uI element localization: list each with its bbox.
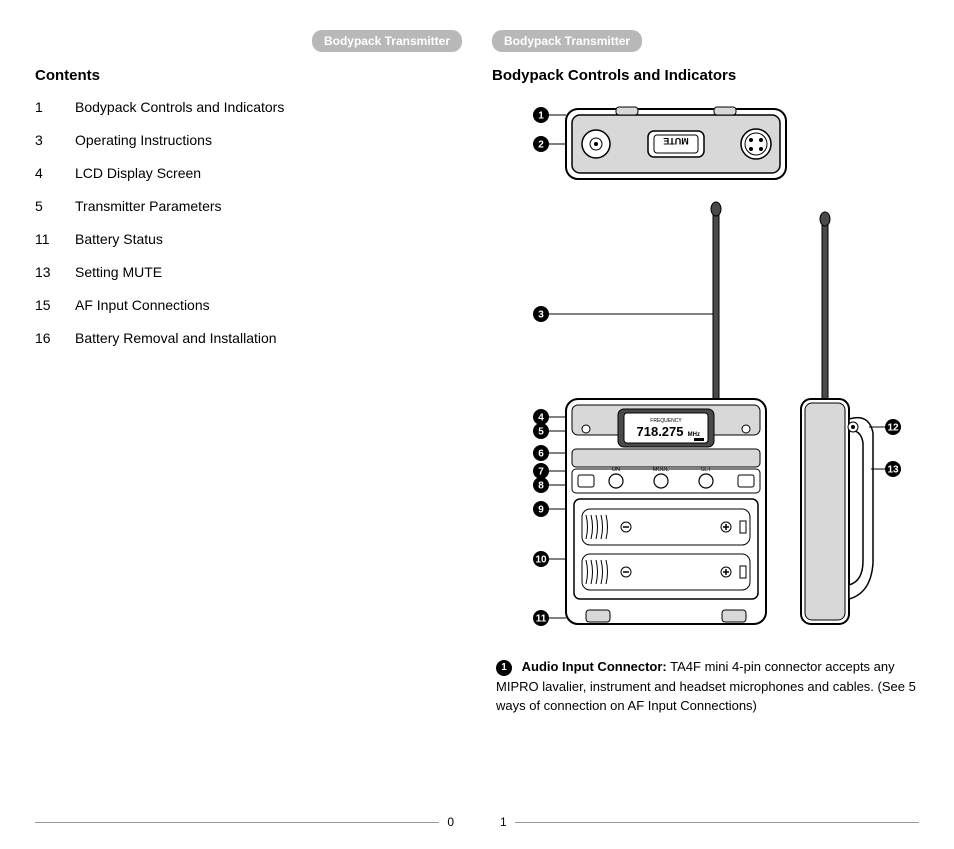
- description-title: Audio Input Connector:: [522, 659, 667, 674]
- toc-page-num: 13: [35, 264, 75, 280]
- toc-page-num: 3: [35, 132, 75, 148]
- toc-row: 1 Bodypack Controls and Indicators: [35, 99, 462, 115]
- toc-page-num: 1: [35, 99, 75, 115]
- toc-row: 4 LCD Display Screen: [35, 165, 462, 181]
- toc-page-num: 11: [35, 231, 75, 247]
- toc-title: Battery Removal and Installation: [75, 330, 462, 346]
- svg-text:1: 1: [538, 111, 544, 122]
- toc-row: 5 Transmitter Parameters: [35, 198, 462, 214]
- toc-page-num: 15: [35, 297, 75, 313]
- footer-left: 0: [35, 815, 462, 829]
- toc-title: LCD Display Screen: [75, 165, 462, 181]
- toc-title: Setting MUTE: [75, 264, 462, 280]
- svg-text:SET: SET: [700, 467, 711, 473]
- toc-row: 15 AF Input Connections: [35, 297, 462, 313]
- toc-page-num: 5: [35, 198, 75, 214]
- table-of-contents: 1 Bodypack Controls and Indicators 3 Ope…: [35, 99, 462, 363]
- svg-text:2: 2: [538, 140, 544, 151]
- svg-text:718.275: 718.275: [636, 424, 683, 439]
- svg-text:9: 9: [538, 505, 544, 516]
- svg-text:MUTE: MUTE: [663, 136, 689, 146]
- svg-text:11: 11: [535, 614, 546, 625]
- callout-number-icon: 1: [496, 660, 512, 676]
- svg-text:5: 5: [538, 427, 544, 438]
- svg-text:4: 4: [538, 413, 544, 424]
- description-item: 1 Audio Input Connector: TA4F mini 4-pin…: [492, 657, 919, 716]
- toc-row: 3 Operating Instructions: [35, 132, 462, 148]
- page-number-right: 1: [492, 815, 515, 829]
- svg-text:13: 13: [887, 465, 899, 476]
- svg-text:8: 8: [538, 481, 544, 492]
- svg-text:6: 6: [538, 449, 544, 460]
- contents-heading: Contents: [35, 67, 462, 84]
- bodypack-diagram-svg: MUTE12FREQUENCY718.275MHzONMODESET345678…: [501, 99, 911, 639]
- toc-page-num: 4: [35, 165, 75, 181]
- header-bar-left: Bodypack Transmitter: [312, 30, 462, 52]
- footer-right: 1: [492, 815, 919, 829]
- toc-title: Battery Status: [75, 231, 462, 247]
- toc-row: 13 Setting MUTE: [35, 264, 462, 280]
- svg-text:3: 3: [538, 310, 544, 321]
- bodypack-diagram: MUTE12FREQUENCY718.275MHzONMODESET345678…: [492, 99, 919, 639]
- toc-page-num: 16: [35, 330, 75, 346]
- toc-title: Bodypack Controls and Indicators: [75, 99, 462, 115]
- page-right: Bodypack Transmitter Bodypack Controls a…: [477, 30, 934, 829]
- toc-title: Operating Instructions: [75, 132, 462, 148]
- svg-text:12: 12: [887, 423, 899, 434]
- svg-text:MHz: MHz: [687, 432, 699, 438]
- svg-text:10: 10: [535, 555, 547, 566]
- page-left: Bodypack Transmitter Contents 1 Bodypack…: [20, 30, 477, 829]
- toc-title: Transmitter Parameters: [75, 198, 462, 214]
- header-bar-right: Bodypack Transmitter: [492, 30, 642, 52]
- page-number-left: 0: [439, 815, 462, 829]
- footer-rule: [35, 822, 439, 823]
- svg-text:MODE: MODE: [652, 467, 669, 473]
- svg-text:ON: ON: [611, 467, 619, 473]
- controls-heading: Bodypack Controls and Indicators: [492, 67, 919, 84]
- toc-title: AF Input Connections: [75, 297, 462, 313]
- footer-rule: [515, 822, 919, 823]
- svg-text:7: 7: [538, 467, 544, 478]
- toc-row: 16 Battery Removal and Installation: [35, 330, 462, 346]
- toc-row: 11 Battery Status: [35, 231, 462, 247]
